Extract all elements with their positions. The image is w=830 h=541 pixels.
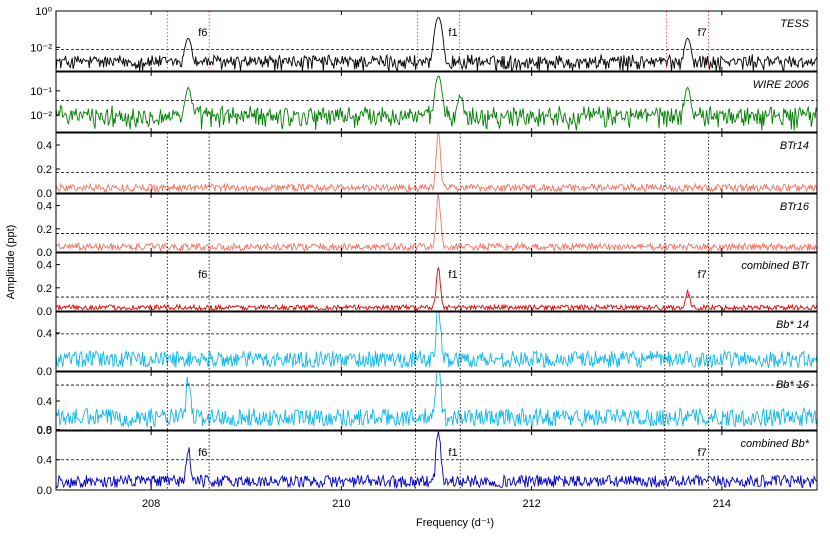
panel-label: BTr16 [780, 201, 810, 213]
y-tick-label: 10⁻² [30, 42, 52, 54]
panel-2: 10⁻² 10⁻¹ WIRE 2006 [30, 71, 818, 133]
panel-frame [55, 132, 818, 194]
panel-plot-area [56, 11, 817, 71]
y-tick-label: 0.0 [37, 188, 52, 200]
panel-6: 0.0 0.4 Bb* 14 [37, 311, 818, 378]
spectrum-line [56, 75, 817, 131]
y-tick-label: 0.4 [37, 396, 52, 408]
panel-plot-area [56, 194, 817, 252]
y-tick-label: 0.8 [37, 424, 52, 436]
panel-plot-area [56, 253, 817, 311]
panel-4: 0.0 0.2 0.4 BTr16 [37, 193, 818, 259]
panel-frame [55, 71, 818, 133]
x-tick-label: 208 [142, 498, 160, 510]
panel-plot-area [56, 75, 817, 131]
panel-label: combined Bb* [741, 438, 810, 450]
x-axis-title: Frequency (d⁻¹) [416, 517, 494, 529]
spectrum-line [56, 312, 817, 369]
x-axis: 208 210 212 214 [142, 498, 731, 510]
panel-frame [55, 10, 818, 72]
y-axis-title: Amplitude (ppt) [5, 225, 17, 300]
y-tick-label: 0.4 [37, 140, 52, 152]
y-tick-label: 10⁻² [30, 110, 52, 122]
y-tick-label: 0.4 [37, 260, 52, 272]
panel-label: WIRE 2006 [753, 79, 810, 91]
panel-8: 0.0 0.4 0.8 combined Bb* f6 f1 f7 [37, 424, 818, 497]
x-axis-title-text: Frequency [416, 517, 468, 529]
x-axis-title-unit: (d⁻¹) [471, 517, 494, 529]
panel-label: Bb* 16 [776, 379, 810, 391]
y-tick-label: 0.2 [37, 224, 52, 236]
peak-label-f1: f1 [448, 447, 457, 459]
panel-plot-area [56, 372, 817, 430]
panel-frame [55, 311, 818, 372]
panel-plot-area [56, 133, 817, 193]
spectrum-line [56, 372, 817, 428]
panel-label: BTr14 [780, 140, 809, 152]
peak-label-f7: f7 [698, 27, 707, 39]
peak-label-f6: f6 [198, 447, 207, 459]
panel-plot-area [56, 312, 817, 371]
y-tick-label: 0.4 [37, 201, 52, 213]
panel-1: 10⁻² 10⁰ TESS f6 f1 f7 [30, 6, 818, 72]
panel-frame [55, 430, 818, 491]
spectrum-line [56, 267, 817, 311]
spectrum-line [56, 194, 817, 252]
y-tick-label: 10⁰ [35, 6, 52, 18]
panels-group: 10⁻² 10⁰ TESS f6 f1 f7 10⁻² 10⁻¹ WIRE 2006 0.0 0.2… [30, 6, 818, 497]
panel-plot-area [56, 431, 817, 490]
panel-label: Bb* 14 [776, 319, 809, 331]
peak-label-f6: f6 [198, 27, 207, 39]
y-tick-label: 0.0 [37, 425, 52, 437]
panel-7: 0.0 0.4 Bb* 16 [37, 371, 818, 437]
y-tick-label: 0.2 [37, 283, 52, 295]
y-tick-label: 0.0 [37, 247, 52, 259]
spectrum-line [56, 133, 817, 193]
y-tick-label: 0.0 [37, 306, 52, 318]
panel-frame [55, 252, 818, 312]
x-tick-label: 214 [713, 498, 731, 510]
y-tick-label: 0.0 [37, 485, 52, 497]
panel-label: combined BTr [741, 260, 810, 272]
y-tick-label: 0.2 [37, 164, 52, 176]
y-tick-label: 0.4 [37, 455, 52, 467]
panel-5: 0.0 0.2 0.4 combined BTr f6 f1 f7 [37, 252, 818, 318]
peak-label-f7: f7 [698, 269, 707, 281]
peak-label-f1: f1 [448, 27, 457, 39]
y-tick-label: 10⁻¹ [30, 86, 52, 98]
panel-frame [55, 193, 818, 253]
peak-label-f7: f7 [698, 447, 707, 459]
spectrum-line [56, 431, 817, 490]
panel-3: 0.0 0.2 0.4 BTr14 [37, 132, 818, 200]
peak-label-f6: f6 [198, 269, 207, 281]
x-tick-label: 212 [522, 498, 540, 510]
x-tick-label: 210 [332, 498, 350, 510]
y-tick-label: 0.4 [37, 328, 52, 340]
panel-label: TESS [780, 18, 809, 30]
peak-label-f1: f1 [448, 269, 457, 281]
y-tick-label: 0.0 [37, 366, 52, 378]
spectrum-line [56, 16, 817, 71]
